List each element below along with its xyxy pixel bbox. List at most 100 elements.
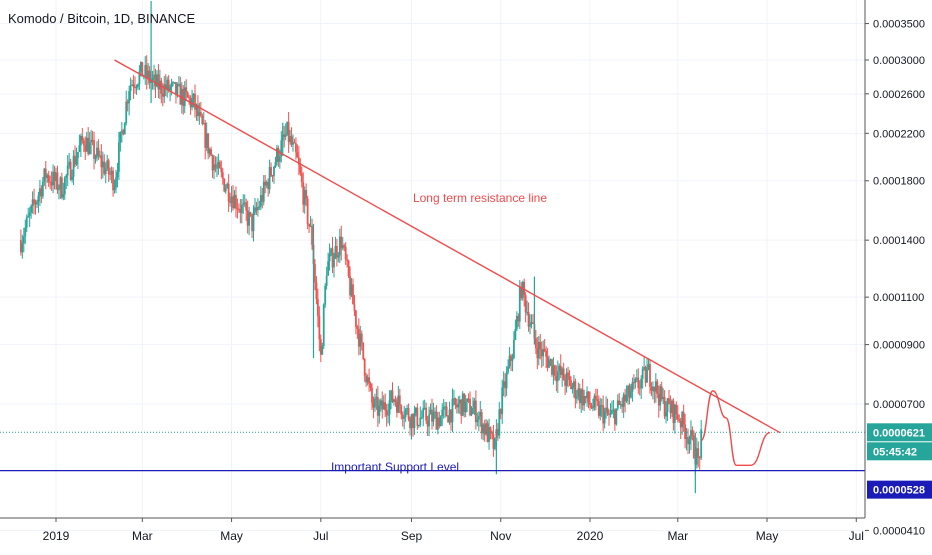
candle-body	[387, 414, 390, 416]
candle-body	[22, 236, 25, 244]
candle-body	[297, 157, 300, 165]
candle-body	[280, 140, 283, 157]
candle-body	[659, 386, 662, 406]
candle-body	[349, 276, 351, 296]
candle-body	[486, 423, 489, 442]
candle-body	[495, 428, 498, 439]
candle-body	[75, 157, 78, 165]
candle-body	[185, 87, 188, 93]
candle-body	[479, 412, 482, 417]
candle-body	[539, 341, 542, 350]
candle-body	[575, 396, 578, 399]
candle-body	[615, 408, 618, 425]
time-tick-label: Jul	[313, 529, 328, 543]
time-tick-label: May	[756, 529, 779, 543]
candle-body	[685, 437, 688, 439]
support-price-label: 0.0000528	[873, 485, 925, 497]
candle-body	[363, 358, 366, 376]
candle-body	[305, 189, 308, 199]
price-tick-label: 0.0002600	[873, 89, 925, 101]
candle-body	[381, 400, 384, 410]
candle-body	[314, 264, 316, 283]
candle-body	[368, 377, 370, 384]
time-tick-label: May	[220, 529, 243, 543]
candle-body	[56, 172, 59, 190]
candle-body	[324, 285, 327, 305]
candle-body	[518, 287, 521, 322]
candle-body	[369, 383, 372, 388]
candle-body	[393, 399, 395, 402]
candle-body	[416, 407, 419, 426]
candle-body	[520, 287, 523, 298]
candle-body	[649, 364, 651, 387]
candle-body	[65, 175, 68, 178]
candle-body	[113, 187, 116, 191]
candle-body	[254, 207, 256, 213]
candle-body	[303, 189, 306, 205]
candle-body	[68, 161, 71, 166]
candle-body	[123, 123, 126, 135]
candle-body	[611, 410, 613, 414]
candle-body	[274, 162, 277, 167]
candle-body	[534, 338, 537, 349]
candle-body	[442, 406, 445, 410]
candle-body	[587, 391, 590, 403]
candle-body	[74, 155, 76, 165]
candle-body	[682, 411, 685, 425]
candle-body	[406, 408, 409, 410]
candle-body	[697, 448, 700, 458]
candle-body	[548, 360, 550, 368]
candle-body	[214, 164, 217, 168]
candle-body	[355, 310, 357, 327]
candle-body	[646, 369, 648, 383]
candle-body	[356, 326, 359, 329]
candle-body	[660, 386, 663, 400]
resistance-annotation: Long term resistance line	[413, 191, 547, 205]
price-tick-label: 0.0002200	[873, 128, 925, 140]
candle-body	[308, 223, 311, 227]
candle-body	[618, 400, 621, 406]
candle-body	[344, 247, 347, 260]
candle-body	[432, 412, 435, 422]
candle-body	[589, 402, 591, 406]
candle-body	[90, 139, 93, 143]
candle-body	[643, 367, 646, 369]
candle-body	[319, 339, 322, 355]
candle-body	[277, 147, 280, 162]
candle-body	[120, 130, 123, 132]
candle-body	[300, 173, 303, 183]
candle-body	[30, 205, 33, 213]
candle-body	[403, 416, 406, 419]
candle-body	[404, 409, 407, 417]
candle-body	[59, 177, 62, 190]
candle-body	[327, 261, 330, 276]
candle-body	[690, 430, 692, 440]
candle-body	[372, 402, 375, 408]
candle-body	[179, 84, 182, 105]
candle-body	[316, 299, 319, 316]
candle-body	[536, 348, 539, 359]
candle-body	[447, 416, 449, 423]
candle-body	[638, 387, 641, 389]
candle-body	[63, 177, 66, 195]
candle-body	[613, 409, 616, 425]
candle-body	[630, 392, 632, 398]
candle-body	[27, 215, 30, 218]
price-tick-label: 0.0001400	[873, 235, 925, 247]
candle-body	[246, 210, 249, 226]
candle-body	[270, 167, 272, 176]
candle-body	[473, 400, 476, 408]
candle-body	[379, 400, 382, 406]
candle-body	[419, 417, 422, 426]
candle-body	[87, 137, 90, 155]
candle-body	[182, 88, 185, 107]
candle-body	[134, 87, 136, 89]
candle-body	[226, 183, 229, 189]
candle-body	[422, 408, 425, 418]
candle-body	[600, 405, 603, 407]
candle-body	[290, 136, 293, 145]
candle-body	[341, 245, 344, 249]
candle-body	[672, 400, 675, 423]
